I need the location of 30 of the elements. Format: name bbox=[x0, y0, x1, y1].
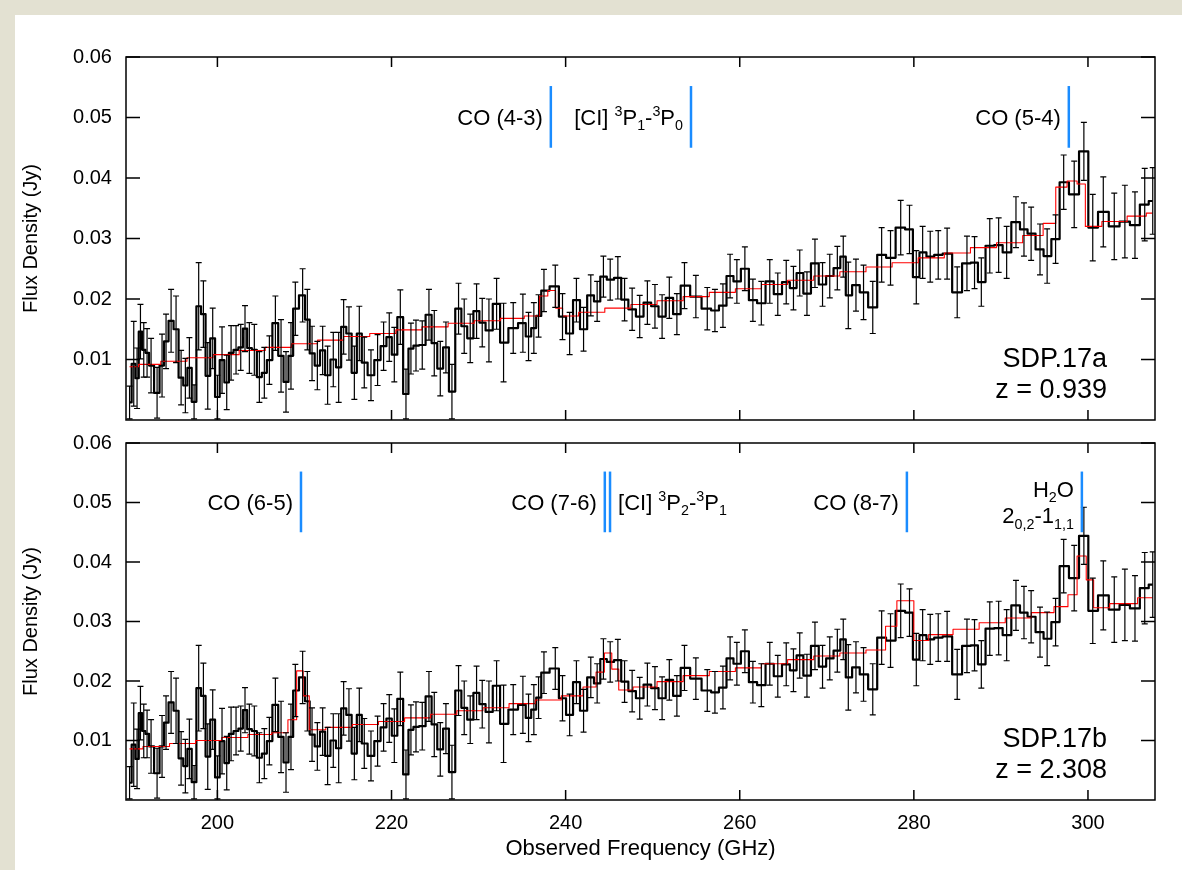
y-tick-label: 0.01 bbox=[73, 347, 112, 370]
y-tick-label: 0.04 bbox=[73, 165, 112, 188]
annotation: SDP.17b bbox=[1002, 722, 1108, 753]
annotation: SDP.17a bbox=[1002, 342, 1108, 373]
ref-line-label: CO (5-4) bbox=[975, 104, 1061, 130]
y-tick-label: 0.06 bbox=[73, 430, 112, 453]
y-tick-label: 0.06 bbox=[73, 44, 112, 67]
y-axis-title: Flux Density (Jy) bbox=[18, 547, 41, 696]
x-tick-label: 200 bbox=[200, 810, 235, 833]
y-axis-title: Flux Density (Jy) bbox=[18, 164, 41, 313]
y-tick-label: 0.05 bbox=[73, 105, 112, 128]
annotation: z = 2.308 bbox=[995, 754, 1108, 784]
x-tick-label: 240 bbox=[548, 810, 583, 833]
y-tick-label: 0.02 bbox=[73, 668, 112, 691]
x-tick-label: 220 bbox=[374, 810, 409, 833]
x-tick-label: 300 bbox=[1071, 810, 1105, 833]
y-tick-label: 0.03 bbox=[73, 609, 112, 632]
ref-line-label: CO (8-7) bbox=[813, 489, 899, 515]
y-tick-label: 0.04 bbox=[73, 549, 112, 572]
ref-line-label: CO (6-5) bbox=[207, 489, 293, 515]
x-tick-label: 260 bbox=[723, 810, 757, 833]
ref-line-label: CO (7-6) bbox=[511, 489, 597, 515]
ref-line-label: CO (4-3) bbox=[457, 104, 543, 130]
x-axis-title: Observed Frequency (GHz) bbox=[505, 834, 776, 860]
y-tick-label: 0.01 bbox=[73, 728, 112, 751]
y-tick-label: 0.03 bbox=[73, 226, 112, 249]
y-tick-label: 0.05 bbox=[73, 490, 112, 513]
y-tick-label: 0.02 bbox=[73, 286, 112, 309]
annotation: z = 0.939 bbox=[995, 374, 1108, 404]
x-tick-label: 280 bbox=[897, 810, 931, 833]
